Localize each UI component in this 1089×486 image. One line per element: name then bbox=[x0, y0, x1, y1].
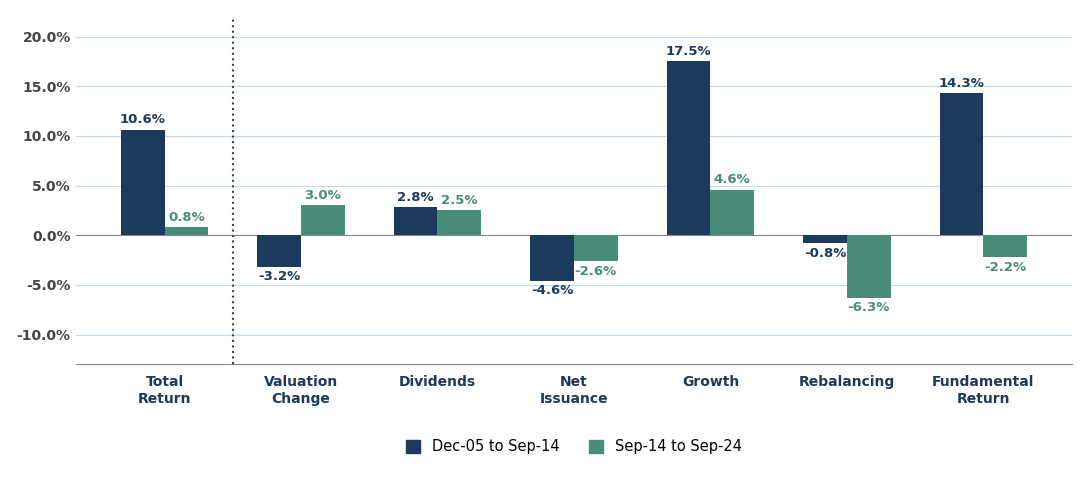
Bar bbox=[257, 235, 301, 267]
Bar bbox=[710, 190, 754, 235]
Bar bbox=[301, 206, 344, 235]
Text: -6.3%: -6.3% bbox=[847, 301, 890, 314]
Bar bbox=[574, 235, 617, 261]
Bar bbox=[394, 208, 438, 235]
Text: 4.6%: 4.6% bbox=[714, 173, 750, 186]
Text: -3.2%: -3.2% bbox=[258, 271, 301, 283]
Text: -2.6%: -2.6% bbox=[575, 264, 616, 278]
Text: -2.2%: -2.2% bbox=[984, 260, 1026, 274]
Bar bbox=[121, 130, 164, 235]
Text: -0.8%: -0.8% bbox=[804, 246, 846, 260]
Bar bbox=[530, 235, 574, 281]
Text: -4.6%: -4.6% bbox=[531, 284, 573, 297]
Text: 14.3%: 14.3% bbox=[939, 77, 984, 90]
Bar bbox=[438, 210, 481, 235]
Text: 3.0%: 3.0% bbox=[305, 189, 341, 202]
Legend: Dec-05 to Sep-14, Sep-14 to Sep-24: Dec-05 to Sep-14, Sep-14 to Sep-24 bbox=[399, 432, 749, 461]
Bar bbox=[804, 235, 847, 243]
Bar bbox=[847, 235, 891, 298]
Bar bbox=[666, 61, 710, 235]
Text: 10.6%: 10.6% bbox=[120, 113, 166, 126]
Text: 2.5%: 2.5% bbox=[441, 194, 478, 207]
Bar bbox=[164, 227, 208, 235]
Text: 0.8%: 0.8% bbox=[168, 211, 205, 224]
Bar bbox=[983, 235, 1027, 257]
Text: 2.8%: 2.8% bbox=[397, 191, 433, 204]
Bar bbox=[940, 93, 983, 235]
Text: 17.5%: 17.5% bbox=[665, 45, 711, 58]
